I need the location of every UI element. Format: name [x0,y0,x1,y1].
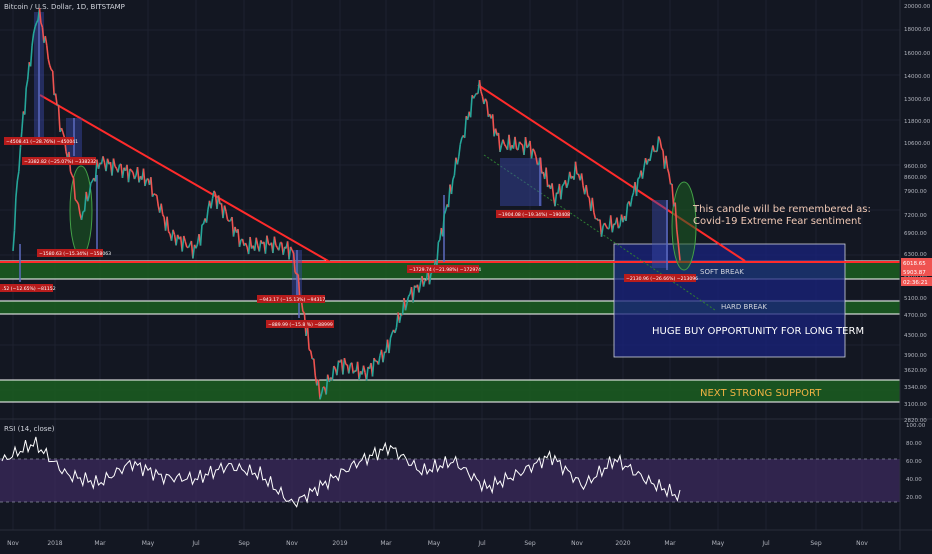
time-tick-label: Mar [94,540,106,547]
price-segment [309,350,311,351]
time-tick-label: May [428,540,441,547]
measurement-text: −4508.41 (−28.76%) −450041 [6,139,78,145]
buy-opportunity-box[interactable] [614,244,845,357]
price-tick-label: 13000.00 [904,97,931,103]
price-segment [521,144,523,145]
price-tick-label: 4700.00 [904,313,927,319]
measurement-text: −3382.82 (−25.07%) −338232 [24,159,96,165]
price-tick-label: 18000.00 [904,27,931,33]
hard-break-label: HARD BREAK [721,303,767,311]
price-tick-label: 3620.00 [904,368,927,374]
price-segment [228,220,230,222]
measurement-text: −1904.08 (−19.34%) −190408 [498,212,570,218]
rsi-band [0,459,900,502]
price-tick-label: 10600.00 [904,141,931,147]
price-tick-label: 20000.00 [904,4,931,10]
measurement-text: −1580.63 (−15.34%) −158063 [39,251,111,257]
note-line2: Covid-19 Extreme Fear sentiment [693,216,861,227]
time-tick-label: Mar [380,540,392,547]
time-tick-label: 2020 [615,540,630,547]
measurement-text: −943.17 (−15.13%) −94317 [259,297,325,303]
chart-title: Bitcoin / U.S. Dollar, 1D, BITSTAMP [4,3,125,11]
note-line1: This candle will be remembered as: [692,204,871,215]
price-tick-label: 6900.00 [904,231,927,237]
time-tick-label: 2019 [332,540,347,547]
time-tick-label: Nov [856,540,868,547]
price-tick-label: 8600.00 [904,175,927,181]
time-tick-label: May [712,540,725,547]
price-segment [303,312,305,313]
price-tick-label: 11800.00 [904,119,931,125]
price-badge-text: 5903.87 [903,270,926,276]
rsi-tick-label: 20.00 [906,495,922,501]
time-tick-label: Sep [810,540,822,547]
time-tick-label: Jul [477,540,486,547]
price-segment [229,221,231,222]
measurement-text: −889.99 (−15.8 %) −88999 [268,322,333,328]
price-badges: 6018.65 5903.87 02:36:21 [901,258,932,286]
time-tick-label: Sep [524,540,536,547]
measurement-text: −2130.96 (−26.66%) −213096 [626,276,698,282]
rsi-label: RSI (14, close) [4,425,54,433]
price-tick-label: 9600.00 [904,164,927,170]
time-tick-label: Sep [238,540,250,547]
time-tick-label: Nov [571,540,583,547]
price-segment [154,194,155,195]
soft-break-label: SOFT BREAK [700,268,744,276]
rsi-tick-label: 60.00 [906,459,922,465]
price-segment [562,184,564,186]
price-tick-label: 3900.00 [904,353,927,359]
next-support-label: NEXT STRONG SUPPORT [700,388,822,399]
price-tick-label: 6300.00 [904,252,927,258]
time-tick-label: Nov [7,540,19,547]
rsi-tick-label: 80.00 [906,441,922,447]
price-tick-label: 3340.00 [904,385,927,391]
buy-opportunity-label: HUGE BUY OPPORTUNITY FOR LONG TERM [652,326,864,337]
rsi-tick-label: 40.00 [906,477,922,483]
price-tick-label: 3100.00 [904,402,927,408]
price-segment [202,224,204,225]
price-tick-label: 7200.00 [904,213,927,219]
time-tick-label: Jul [761,540,770,547]
time-tick-label: May [142,540,155,547]
price-tick-label: 5100.00 [904,296,927,302]
price-segment [638,178,640,179]
price-tick-label: 16000.00 [904,51,931,57]
price-segment [130,169,132,171]
measurement-text: .52 (−12.65%) −81152 [2,286,56,292]
price-badge-text: 6018.65 [903,261,926,267]
price-tick-label: 7900.00 [904,189,927,195]
rsi-tick-label: 100.00 [906,423,926,429]
price-tick-label: 14000.00 [904,74,931,80]
price-tick-label: 4300.00 [904,333,927,339]
price-segment [475,93,476,95]
time-tick-label: Mar [664,540,676,547]
time-tick-label: Jul [191,540,200,547]
time-tick-label: Nov [286,540,298,547]
measurement-text: −1729.74 (−21.98%) −172974 [409,267,481,273]
time-tick-label: 2018 [47,540,62,547]
price-segment [155,195,157,196]
price-segment [51,70,53,71]
price-badge-text: 02:36:21 [903,280,928,286]
